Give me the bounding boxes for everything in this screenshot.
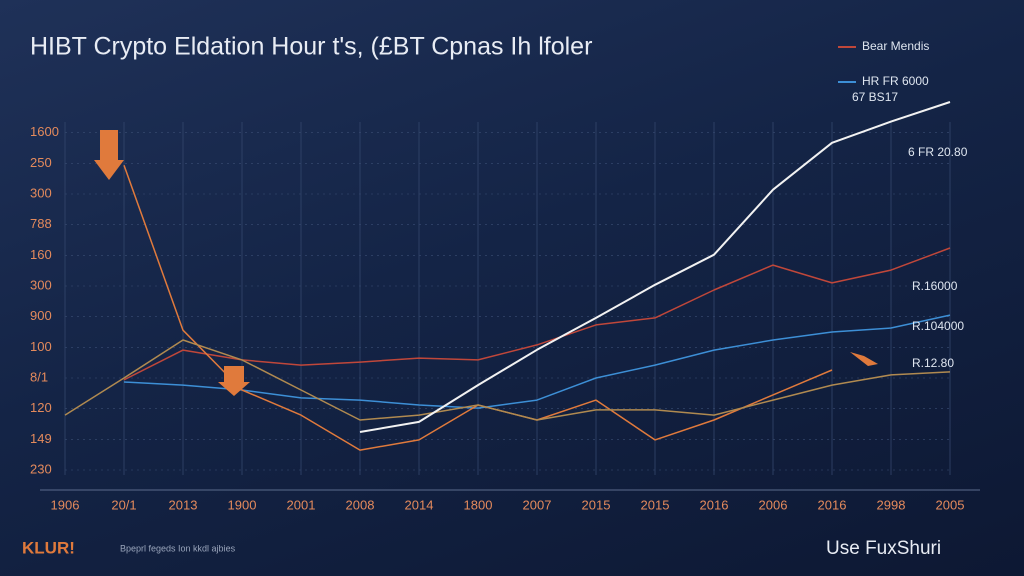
y-tick-label: 8/1 [30, 369, 48, 384]
x-tick-label: 2998 [877, 497, 906, 512]
y-tick-label: 149 [30, 431, 52, 446]
footer-brand: Use FuxShuri [826, 538, 941, 559]
y-tick-label: 160 [30, 247, 52, 262]
x-tick-label: 2015 [641, 497, 670, 512]
x-tick-label: 2005 [936, 497, 965, 512]
grid: 230 149 120 8/1 100 900 300 160 788 300 250 1600 190… [30, 122, 964, 512]
arrow-icon [94, 130, 124, 180]
x-tick-label: 1906 [51, 497, 80, 512]
y-tick-label: 788 [30, 216, 52, 231]
y-tick-label: 250 [30, 155, 52, 170]
x-tick-label: 2013 [169, 497, 198, 512]
y-tick-label: 300 [30, 277, 52, 292]
annotation: 67 BS17 [852, 90, 898, 104]
y-tick-label: 900 [30, 308, 52, 323]
x-tick-label: 2014 [405, 497, 434, 512]
plot [64, 101, 951, 451]
arrow-icon [218, 366, 250, 396]
x-tick-label: 2016 [700, 497, 729, 512]
x-tick-label: 20/1 [111, 497, 136, 512]
series-line [64, 339, 951, 421]
footer-logo: KLUR! [22, 538, 75, 557]
arrow-icon [850, 352, 878, 366]
x-tick-label: 2001 [287, 497, 316, 512]
legend-label: HR FR 6000 [862, 74, 929, 88]
footer-note: Bpeprl fegeds Ion kkdl ajbies [120, 543, 236, 553]
x-tick-label: 2006 [759, 497, 788, 512]
series-line [359, 101, 951, 433]
legend: Bear Mendis HR FR 6000 [838, 39, 929, 88]
x-tick-label: 2008 [346, 497, 375, 512]
series-line [123, 247, 951, 381]
y-tick-label: 100 [30, 339, 52, 354]
annotation: R.16000 [912, 279, 958, 293]
series-line [123, 314, 951, 409]
x-tick-label: 2016 [818, 497, 847, 512]
y-tick-label: 300 [30, 185, 52, 200]
x-tick-label: 2007 [523, 497, 552, 512]
annotation: R.12.80 [912, 356, 954, 370]
chart-title: HIBT Crypto Eldation Hour t's, (£BT Cpna… [30, 33, 592, 61]
y-tick-label: 1600 [30, 124, 59, 139]
x-tick-label: 1800 [464, 497, 493, 512]
y-tick-label: 230 [30, 461, 52, 476]
annotation: 6 FR 20.80 [908, 145, 968, 159]
x-tick-label: 1900 [228, 497, 257, 512]
legend-label: Bear Mendis [862, 39, 929, 53]
annotation: R.104000 [912, 319, 964, 333]
y-tick-label: 120 [30, 400, 52, 415]
x-tick-label: 2015 [582, 497, 611, 512]
